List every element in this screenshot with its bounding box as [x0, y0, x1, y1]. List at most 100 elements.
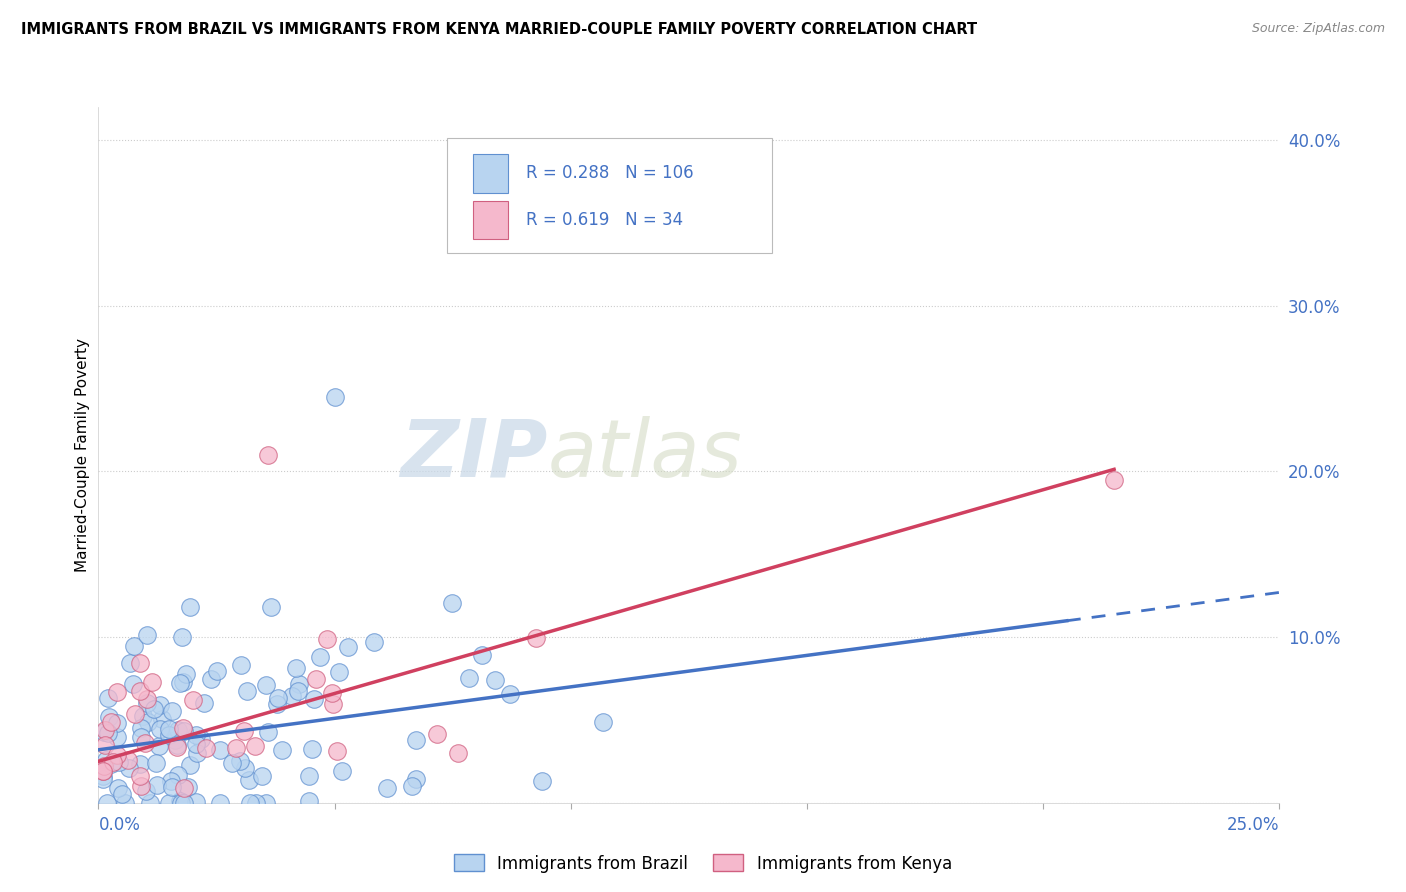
- Text: ZIP: ZIP: [399, 416, 547, 494]
- Point: [426, 727, 449, 741]
- Text: 25.0%: 25.0%: [1227, 816, 1279, 834]
- Point: [250, 769, 273, 783]
- Point: [124, 707, 146, 722]
- Point: [256, 796, 278, 810]
- Point: [208, 796, 231, 810]
- Point: [148, 739, 170, 753]
- Point: [257, 724, 280, 739]
- Point: [97, 709, 120, 723]
- Point: [146, 779, 169, 793]
- Point: [157, 722, 180, 736]
- Point: [193, 696, 215, 710]
- Point: [157, 728, 180, 742]
- Point: [169, 794, 191, 808]
- Point: [172, 721, 194, 735]
- Point: [91, 769, 114, 783]
- Point: [162, 780, 184, 794]
- Point: [132, 708, 155, 723]
- Point: [128, 656, 150, 670]
- Point: [141, 675, 163, 690]
- Point: [157, 796, 180, 810]
- Point: [97, 725, 120, 739]
- Point: [93, 723, 115, 738]
- Point: [120, 656, 142, 670]
- Point: [200, 672, 222, 686]
- Point: [284, 661, 307, 675]
- Point: [173, 723, 195, 738]
- Point: [233, 761, 256, 775]
- Point: [208, 743, 231, 757]
- Point: [190, 732, 212, 747]
- Point: [457, 671, 479, 685]
- Point: [134, 736, 156, 750]
- Point: [186, 746, 208, 760]
- Point: [530, 774, 553, 789]
- Point: [298, 794, 321, 808]
- Point: [91, 764, 114, 779]
- Point: [135, 692, 157, 706]
- Point: [173, 796, 195, 810]
- Point: [176, 780, 198, 794]
- Point: [245, 796, 267, 810]
- Point: [93, 724, 115, 739]
- Point: [136, 696, 159, 710]
- Point: [322, 697, 344, 711]
- Point: [592, 714, 614, 729]
- Point: [260, 600, 283, 615]
- Point: [298, 769, 321, 783]
- Point: [229, 657, 252, 672]
- Point: [405, 733, 427, 747]
- Text: IMMIGRANTS FROM BRAZIL VS IMMIGRANTS FROM KENYA MARRIED-COUPLE FAMILY POVERTY CO: IMMIGRANTS FROM BRAZIL VS IMMIGRANTS FRO…: [21, 22, 977, 37]
- Point: [243, 739, 266, 753]
- Point: [281, 689, 304, 703]
- Point: [287, 677, 309, 691]
- Point: [302, 692, 325, 706]
- Point: [108, 755, 131, 769]
- Point: [105, 748, 128, 763]
- Point: [328, 665, 350, 680]
- Point: [100, 714, 122, 729]
- Point: [107, 780, 129, 795]
- Text: 0.0%: 0.0%: [98, 816, 141, 834]
- Point: [139, 796, 162, 810]
- Point: [105, 685, 128, 699]
- Point: [135, 783, 157, 797]
- FancyBboxPatch shape: [472, 201, 508, 239]
- Point: [111, 787, 134, 801]
- Point: [176, 666, 198, 681]
- Point: [100, 756, 122, 771]
- Point: [254, 678, 277, 692]
- Point: [167, 768, 190, 782]
- Point: [170, 631, 193, 645]
- Point: [441, 596, 464, 610]
- Point: [194, 740, 217, 755]
- Point: [91, 764, 114, 778]
- FancyBboxPatch shape: [447, 138, 772, 253]
- Point: [221, 756, 243, 770]
- Point: [181, 693, 204, 707]
- Point: [323, 390, 346, 404]
- Point: [179, 599, 201, 614]
- Point: [93, 759, 115, 773]
- Point: [91, 772, 114, 786]
- Point: [301, 742, 323, 756]
- Point: [336, 640, 359, 654]
- Point: [309, 650, 332, 665]
- Point: [97, 691, 120, 706]
- Point: [166, 738, 188, 752]
- Text: Source: ZipAtlas.com: Source: ZipAtlas.com: [1251, 22, 1385, 36]
- Point: [103, 756, 125, 770]
- Point: [446, 746, 468, 760]
- Point: [122, 639, 145, 653]
- Point: [225, 740, 247, 755]
- Point: [401, 779, 423, 793]
- Point: [118, 761, 141, 775]
- Point: [229, 754, 252, 768]
- Point: [145, 756, 167, 771]
- Text: R = 0.288   N = 106: R = 0.288 N = 106: [526, 164, 693, 183]
- Point: [163, 733, 186, 747]
- Legend: Immigrants from Brazil, Immigrants from Kenya: Immigrants from Brazil, Immigrants from …: [447, 847, 959, 880]
- Point: [375, 781, 398, 796]
- Point: [315, 632, 337, 646]
- Point: [169, 676, 191, 690]
